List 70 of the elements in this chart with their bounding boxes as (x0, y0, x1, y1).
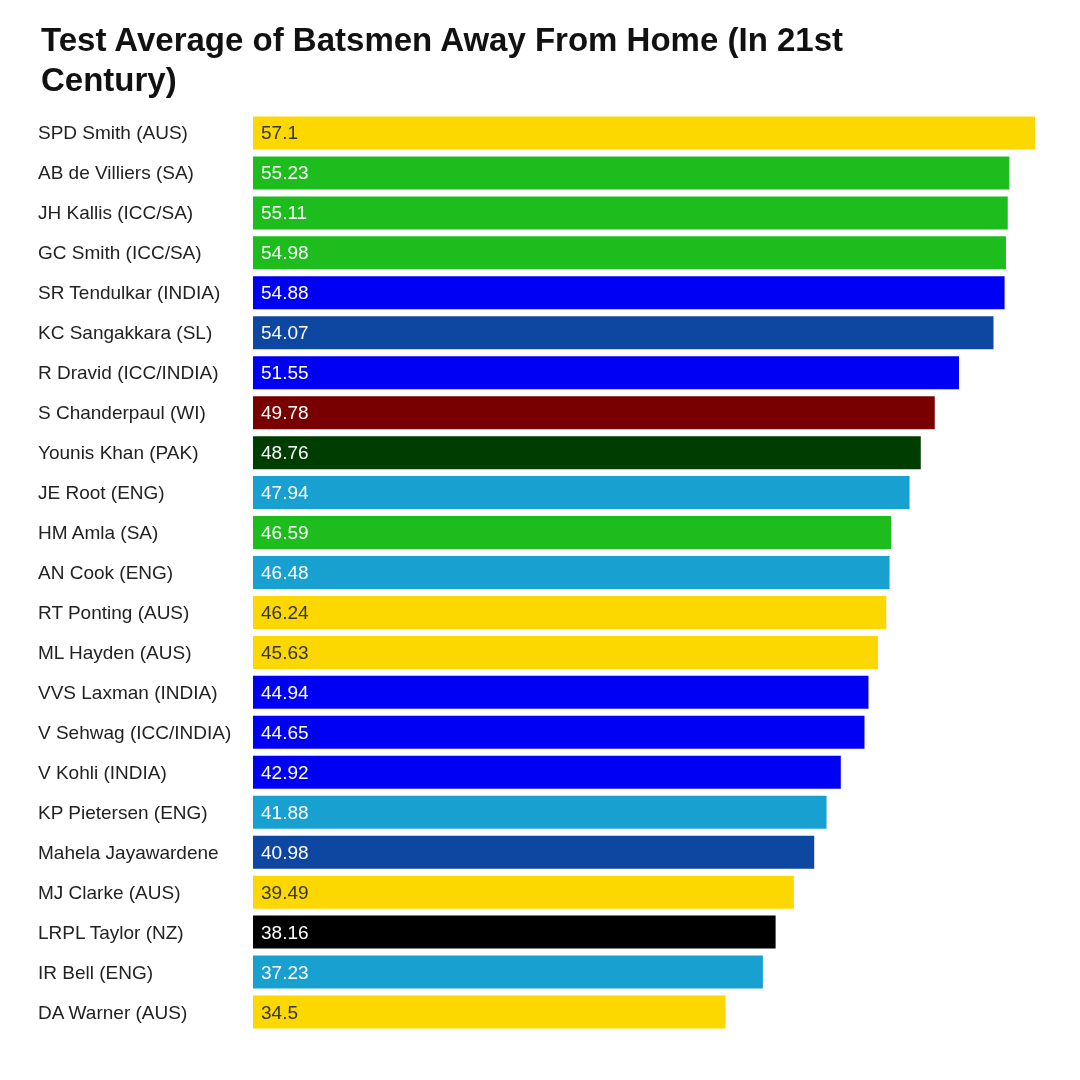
y-tick-label: LRPL Taylor (NZ) (38, 921, 184, 943)
data-label: 42.92 (261, 761, 309, 783)
y-tick-label: JH Kallis (ICC/SA) (38, 202, 194, 224)
data-label: 46.24 (261, 601, 309, 623)
y-tick-label: Mahela Jayawardene (38, 841, 219, 863)
y-tick-label: GC Smith (ICC/SA) (38, 242, 202, 264)
bar (253, 476, 910, 510)
y-tick-label: ML Hayden (AUS) (38, 641, 192, 663)
bar (253, 556, 890, 589)
chart-title: Test Average of Batsmen Away From Home (In 21st Century) (41, 20, 853, 98)
y-tick-label: S Chanderpaul (WI) (38, 402, 206, 424)
bar (253, 196, 1008, 230)
bar (253, 835, 815, 869)
bar (253, 995, 726, 1029)
bar (253, 595, 887, 629)
data-label: 39.49 (261, 881, 309, 903)
y-tick-label: JE Root (ENG) (38, 482, 165, 504)
y-tick-label: HM Amla (SA) (38, 522, 159, 544)
bar (253, 755, 841, 789)
data-label: 54.07 (261, 322, 309, 344)
y-tick-label: AB de Villiers (SA) (38, 162, 194, 184)
bar (253, 955, 763, 989)
data-label: 44.65 (261, 721, 309, 743)
bar (253, 316, 994, 350)
data-label: 41.88 (261, 801, 309, 823)
bar (253, 436, 921, 470)
data-label: 47.94 (261, 482, 309, 504)
bar (253, 915, 776, 949)
bar (253, 795, 827, 829)
bar (253, 396, 935, 430)
data-label: 37.23 (261, 961, 309, 983)
bar (253, 156, 1010, 190)
y-tick-label: R Dravid (ICC/INDIA) (38, 362, 219, 384)
data-label: 49.78 (261, 402, 309, 424)
data-label: 55.23 (261, 162, 309, 184)
y-tick-label: VVS Laxman (INDIA) (38, 681, 218, 703)
data-label: 57.1 (261, 122, 298, 144)
data-label: 34.5 (261, 1001, 298, 1023)
y-tick-label: Younis Khan (PAK) (38, 442, 199, 464)
bar (253, 715, 865, 749)
y-tick-label: RT Ponting (AUS) (38, 601, 190, 623)
y-tick-label: V Sehwag (ICC/INDIA) (38, 721, 232, 743)
data-label: 55.11 (261, 202, 308, 224)
bar (253, 236, 1006, 270)
bar (253, 516, 892, 550)
bar (253, 635, 878, 669)
data-label: 44.94 (261, 681, 309, 703)
data-label: 40.98 (261, 841, 309, 863)
data-label: 54.98 (261, 242, 309, 264)
y-tick-label: KP Pietersen (ENG) (38, 801, 208, 823)
y-tick-label: V Kohli (INDIA) (38, 761, 167, 783)
y-tick-label: AN Cook (ENG) (38, 562, 174, 583)
data-label: 51.55 (261, 362, 309, 384)
data-label: 48.76 (261, 442, 309, 464)
data-label: 46.48 (261, 562, 309, 583)
y-tick-label: DA Warner (AUS) (38, 1001, 188, 1023)
bar (253, 356, 959, 390)
data-label: 54.88 (261, 282, 309, 304)
data-label: 45.63 (261, 641, 309, 663)
y-tick-label: SR Tendulkar (INDIA) (38, 282, 221, 304)
bar (253, 276, 1005, 310)
y-tick-label: MJ Clarke (AUS) (38, 881, 181, 903)
y-tick-label: IR Bell (ENG) (38, 961, 154, 983)
y-tick-label: KC Sangakkara (SL) (38, 322, 213, 344)
bar (253, 675, 869, 709)
bar (253, 116, 1035, 150)
y-tick-label: SPD Smith (AUS) (38, 122, 188, 144)
bar (253, 875, 794, 909)
data-label: 38.16 (261, 921, 309, 943)
data-label: 46.59 (261, 522, 309, 544)
